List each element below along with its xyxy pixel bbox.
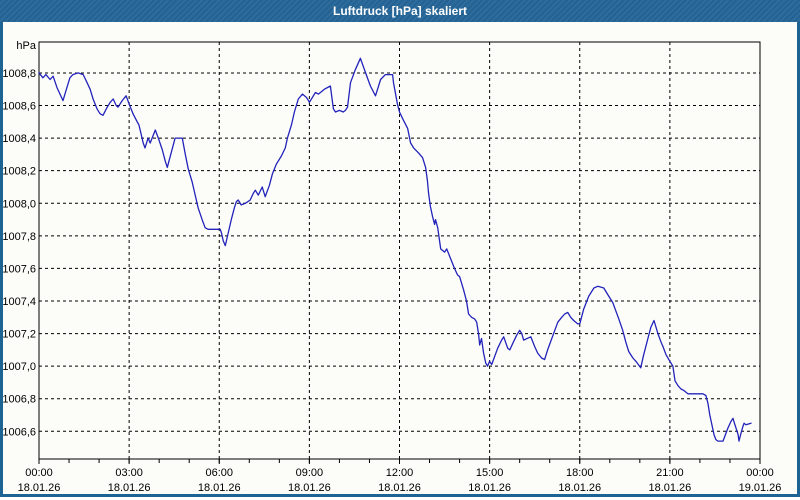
window-title: Luftdruck [hPa] skaliert <box>332 4 468 18</box>
x-tick-label-time: 03:00 <box>115 467 143 479</box>
x-tick-label-date: 18.01.26 <box>648 482 691 494</box>
x-tick-label-time: 12:00 <box>386 467 414 479</box>
x-tick-label-date: 18.01.26 <box>18 482 61 494</box>
y-tick-label: 1006,8 <box>2 394 36 406</box>
y-tick-label: 1006,6 <box>2 426 36 438</box>
window-title-bar: Luftdruck [hPa] skaliert <box>0 0 800 22</box>
y-tick-label: 1008,8 <box>2 68 36 80</box>
x-tick-label-date: 18.01.26 <box>378 482 421 494</box>
x-tick-label-time: 15:00 <box>476 467 504 479</box>
x-tick-label-date: 18.01.26 <box>468 482 511 494</box>
x-tick-label-date: 19.01.26 <box>739 482 782 494</box>
y-tick-label: 1007,2 <box>2 329 36 341</box>
x-tick-label-date: 18.01.26 <box>198 482 241 494</box>
x-tick-label-time: 00:00 <box>25 467 53 479</box>
pressure-line <box>38 57 752 442</box>
grid-layer <box>39 42 760 459</box>
x-tick-label-time: 18:00 <box>566 467 594 479</box>
x-tick-label-date: 18.01.26 <box>108 482 151 494</box>
y-tick-label: 1007,8 <box>2 231 36 243</box>
x-tick-label-time: 21:00 <box>656 467 684 479</box>
y-tick-label: 1007,4 <box>2 296 36 308</box>
y-tick-label: 1008,4 <box>2 133 36 145</box>
y-tick-label: 1008,6 <box>2 101 36 113</box>
y-axis-unit-label: hPa <box>16 40 36 52</box>
x-tick-label-time: 00:00 <box>746 467 774 479</box>
y-tick-label: 1008,2 <box>2 166 36 178</box>
x-tick-label-time: 06:00 <box>205 467 233 479</box>
x-tick-label-time: 09:00 <box>296 467 324 479</box>
plot-frame <box>38 41 761 460</box>
x-tick-label-date: 18.01.26 <box>558 482 601 494</box>
y-tick-label: 1008,0 <box>2 198 36 210</box>
y-tick-label: 1007,0 <box>2 361 36 373</box>
x-tick-label-date: 18.01.26 <box>288 482 331 494</box>
series-layer <box>38 57 752 442</box>
axis-layer: 1008,8 1008,6 1008,4 1008,2 1008,0 1007,8 1007… <box>2 41 782 494</box>
y-tick-label: 1007,6 <box>2 263 36 275</box>
